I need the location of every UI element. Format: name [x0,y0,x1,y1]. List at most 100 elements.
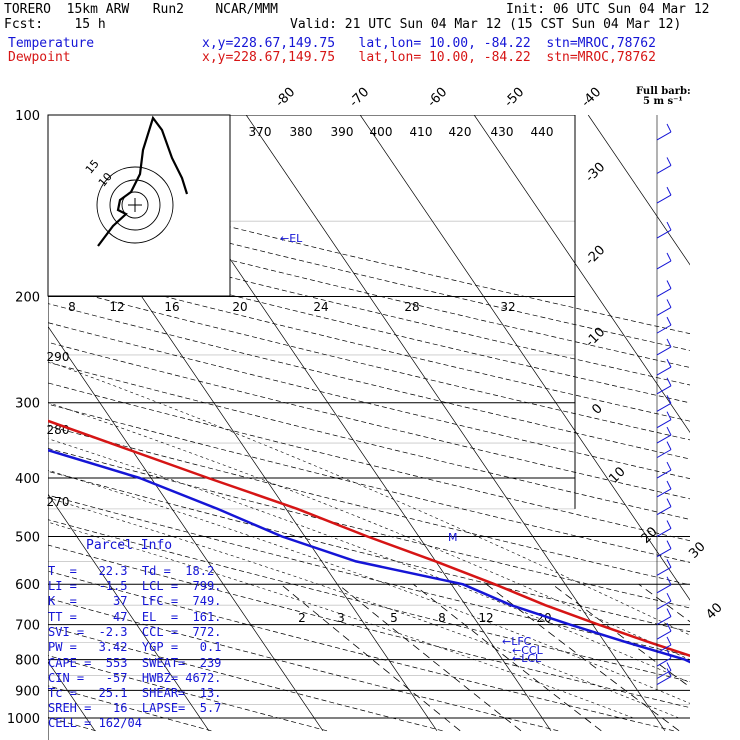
dry-adiabat-line [48,341,690,500]
theta-label: 290 [47,350,70,364]
isotherm-label: -10 [583,325,609,351]
parcel-info-title: Parcel Info [86,538,173,553]
theta-label: 420 [449,125,472,139]
wind-scale-tick: 8 [68,300,76,314]
dry-adiabat-line [48,284,690,441]
wind-barb [656,194,672,204]
hodograph-trace [97,115,189,247]
parcel-row: Tc = 25.1 SHEAR= 13. [48,686,222,700]
theta-label: 270 [47,495,70,509]
wind-barb [666,559,672,568]
wind-barb [666,480,672,490]
mixing-ratio-label: 12 [478,611,493,625]
dry-adiabat-line [48,625,443,732]
wind-barb [666,649,672,659]
wind-barb [656,528,672,537]
wind-barb [666,608,672,617]
ccl-annotation: ←CCL [512,644,544,657]
wind-barb [666,395,672,404]
parcel-row: TT = 47 EL = 161. [48,610,222,624]
wind-barb [656,165,672,174]
isotherm-label: -60 [425,85,451,111]
dewpoint-location: x,y=228.67,149.75 lat,lon= 10.00, -84.22… [202,50,656,65]
moist-adiabat-line [48,469,690,704]
mixing-ratio-line [551,583,690,688]
wind-barb [666,299,672,308]
wind-barb [656,566,672,576]
parcel-row: T = 22.3 Td = 18.2 [48,564,215,578]
dry-adiabat-line [48,519,690,682]
el-annotation: ←EL [280,232,303,245]
wind-barb [666,662,672,671]
theta-label: 370 [249,125,272,139]
parcel-row: CELL = 162/04 [48,716,142,730]
mixing-ratio-label: 2 [298,611,306,625]
isotherm-label: 0 [589,401,605,417]
barb-label-2: 5 m s⁻¹ [643,96,683,107]
isotherm-label: -40 [579,85,605,111]
theta-label: 410 [410,125,433,139]
wind-scale-tick: 32 [500,300,515,314]
wind-barb [656,260,672,270]
parcel-row: CAPE = 553 SWEAT= 239 [48,656,222,670]
wind-scale-tick: 16 [164,300,179,314]
pressure-tick-label: 500 [15,530,40,545]
pressure-tick-label: 200 [15,291,40,306]
dry-adiabat-line [48,322,690,480]
isotherm-label: -30 [583,160,609,186]
isotherm-label: 10 [606,464,628,486]
mixing-ratio-label: 8 [438,611,446,625]
lcl-annotation: ←LCL [512,652,542,665]
dewpoint-profile [48,448,690,664]
mixing-ratio-line [337,583,522,732]
parcel-row: PW = 3.42 YGP = 0.1 [48,640,222,654]
wind-scale-tick: 20 [232,300,247,314]
theta-label: 430 [491,125,514,139]
wind-barb [656,644,672,654]
mixing-ratio-line [280,583,461,732]
wind-barb [656,288,672,297]
isotherm-line [245,115,666,731]
hodograph-ring [109,179,161,231]
theta-label: 380 [290,125,313,139]
wind-barb [666,377,672,387]
wind-barb [656,469,672,479]
m-annotation: M [448,531,458,544]
wind-barb [666,668,672,677]
isotherm-label: -50 [502,85,528,111]
wind-barb [666,520,672,529]
hodograph-ring [96,166,174,244]
wind-barb [666,426,672,436]
dry-adiabat-line [48,597,559,732]
isotherm-label: 30 [686,539,708,561]
wind-barb [656,630,672,640]
wind-barb [656,385,672,395]
wind-barb [656,600,672,610]
isotherm-line [587,115,690,266]
wind-barb [656,419,672,429]
pressure-tick-label: 1000 [7,712,40,727]
pressure-tick-label: 600 [15,578,40,593]
isotherm-label: -20 [583,243,609,269]
isotherm-line [48,325,324,731]
wind-barb [656,548,672,558]
isotherm-label: -80 [273,85,299,111]
dewpoint-legend-label: Dewpoint [8,50,71,65]
wind-barb [666,540,672,549]
isotherm-label: -70 [347,85,373,111]
mixing-ratio-line [486,583,680,732]
temperature-legend-label: Temperature [8,36,95,51]
mixing-ratio-label: 3 [337,611,345,625]
wind-barb [656,307,672,316]
dry-adiabat-line [48,231,690,386]
isotherm-line [473,115,690,433]
dry-adiabat-line [48,214,690,368]
dry-adiabat-line [48,685,212,732]
dry-adiabat-line [48,544,690,708]
wind-barb [666,186,672,196]
wind-barb [666,411,672,420]
wind-barb [666,636,672,646]
theta-label: 390 [331,125,354,139]
wind-barb [666,576,672,586]
